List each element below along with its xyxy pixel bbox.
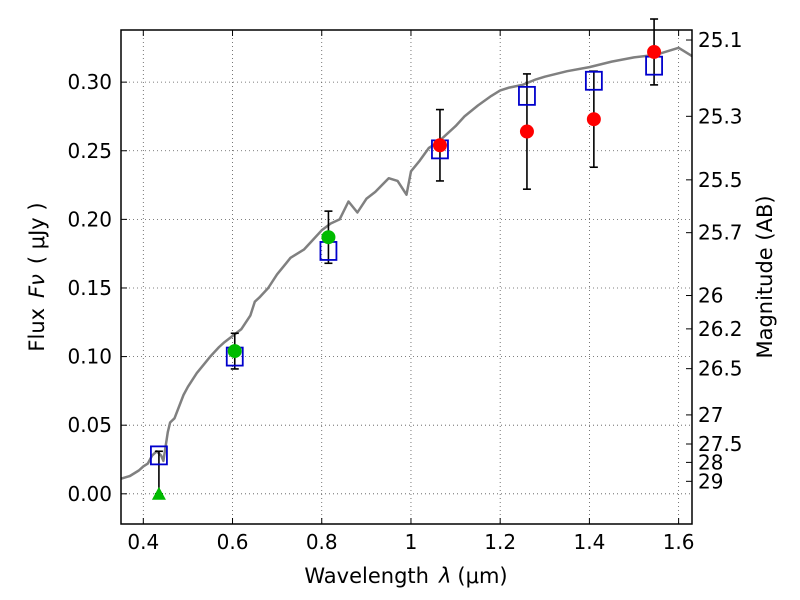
y-axis-label-symbol: Fν (25, 274, 49, 298)
y2-tick-label: 25.7 (698, 221, 743, 245)
x-axis-label-prefix: Wavelength (304, 564, 429, 588)
x-axis-label: Wavelength λ (μm) (304, 564, 507, 588)
green-detection-point (321, 230, 336, 245)
y2-tick-label: 27.5 (698, 432, 743, 456)
y2-tick-label: 25.5 (698, 168, 743, 192)
y2-tick-label: 25.3 (698, 104, 743, 128)
y-tick-label: 0.00 (67, 482, 112, 506)
x-tick-label: 0.6 (217, 530, 249, 554)
y-tick-label: 0.10 (67, 345, 112, 369)
x-tick-label: 0.8 (306, 530, 338, 554)
x-tick-label: 0.4 (127, 530, 159, 554)
model-box-point (150, 445, 168, 466)
y2-tick-label: 29 (698, 469, 723, 493)
red-detection-point (586, 112, 601, 127)
red-detection-point (647, 44, 662, 59)
x-tick-label: 1.4 (573, 530, 605, 554)
y2-tick-label: 26.2 (698, 317, 743, 341)
green-detection-point (227, 344, 242, 359)
y-axis-label-prefix: Flux (25, 308, 49, 352)
upper-limit-marker (151, 486, 166, 500)
model-box-point (584, 70, 603, 91)
series-layer (120, 18, 693, 500)
y2-tick-label: 26 (698, 284, 723, 308)
y-axis-label-unit: ( μJy ) (25, 202, 49, 264)
x-axis-label-symbol: λ (438, 564, 451, 588)
plot-frame (120, 29, 693, 525)
x-axis-label-unit: (μm) (457, 564, 507, 588)
red-detection-point (519, 124, 534, 139)
y2-tick-label: 27 (698, 403, 723, 427)
model-spectrum-line (120, 46, 693, 480)
red-detection-point (432, 138, 447, 153)
y2-axis-label: Magnitude (AB) (753, 195, 777, 358)
y2-tick-label: 26.5 (698, 357, 743, 381)
y-tick-label: 0.20 (67, 207, 112, 231)
x-tick-label: 1 (405, 530, 418, 554)
y-tick-label: 0.15 (67, 276, 112, 300)
model-box-point (518, 85, 536, 106)
y2-tick-label: 28 (698, 450, 723, 474)
y-tick-label: 0.25 (67, 139, 112, 163)
ticks-layer: 0.4 0.6 0.8 1 1.2 1.4 1.6 0.00 0.05 0.10 0.15 0.20 0… (67, 28, 742, 554)
y2-tick-label: 25.1 (698, 28, 743, 52)
y-tick-label: 0.05 (67, 413, 112, 437)
grid-layer (121, 30, 692, 524)
x-tick-label: 1.2 (484, 530, 516, 554)
y-axis-label: Flux Fν ( μJy ) (25, 202, 49, 351)
y-tick-label: 0.30 (67, 70, 112, 94)
x-tick-label: 1.6 (663, 530, 695, 554)
